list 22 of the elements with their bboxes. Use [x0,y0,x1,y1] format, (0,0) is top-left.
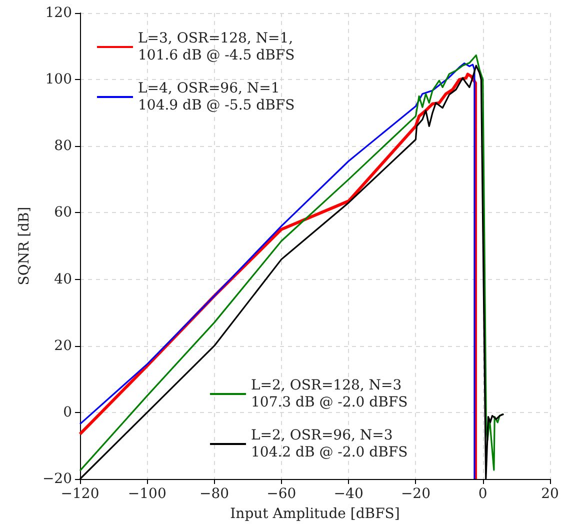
x-axis-title: Input Amplitude [dBFS] [230,506,400,522]
legend-label: L=4, OSR=96, N=1 104.9 dB @ -5.5 dBFS [138,80,295,114]
legend-label: L=3, OSR=128, N=1, 101.6 dB @ -4.5 dBFS [138,30,295,64]
y-tick-label: 60 [54,204,72,221]
x-tick-label: −60 [266,486,296,502]
x-tick-label: −20 [400,486,430,502]
y-tick-label: 100 [45,72,72,88]
legend-label: L=2, OSR=128, N=3 107.3 dB @ -2.0 dBFS [251,378,408,410]
x-tick-label: −40 [334,486,364,502]
y-tick-label: 80 [54,138,72,154]
legend-label: L=2, OSR=96, N=3 104.2 dB @ -2.0 dBFS [251,428,408,460]
y-axis-title: SQNR [dB] [16,206,33,286]
y-tick-label: 0 [63,404,72,420]
y-tick-label: −20 [42,471,72,487]
x-tick-label: −120 [60,486,100,502]
y-tick-label: 40 [54,271,72,288]
x-tick-label: 20 [541,486,559,502]
x-tick-label: −100 [128,486,166,502]
x-tick-label: 0 [478,486,488,502]
x-tick-label: −80 [200,486,230,502]
y-tick-label: 120 [45,5,72,21]
y-tick-label: 20 [54,338,72,354]
